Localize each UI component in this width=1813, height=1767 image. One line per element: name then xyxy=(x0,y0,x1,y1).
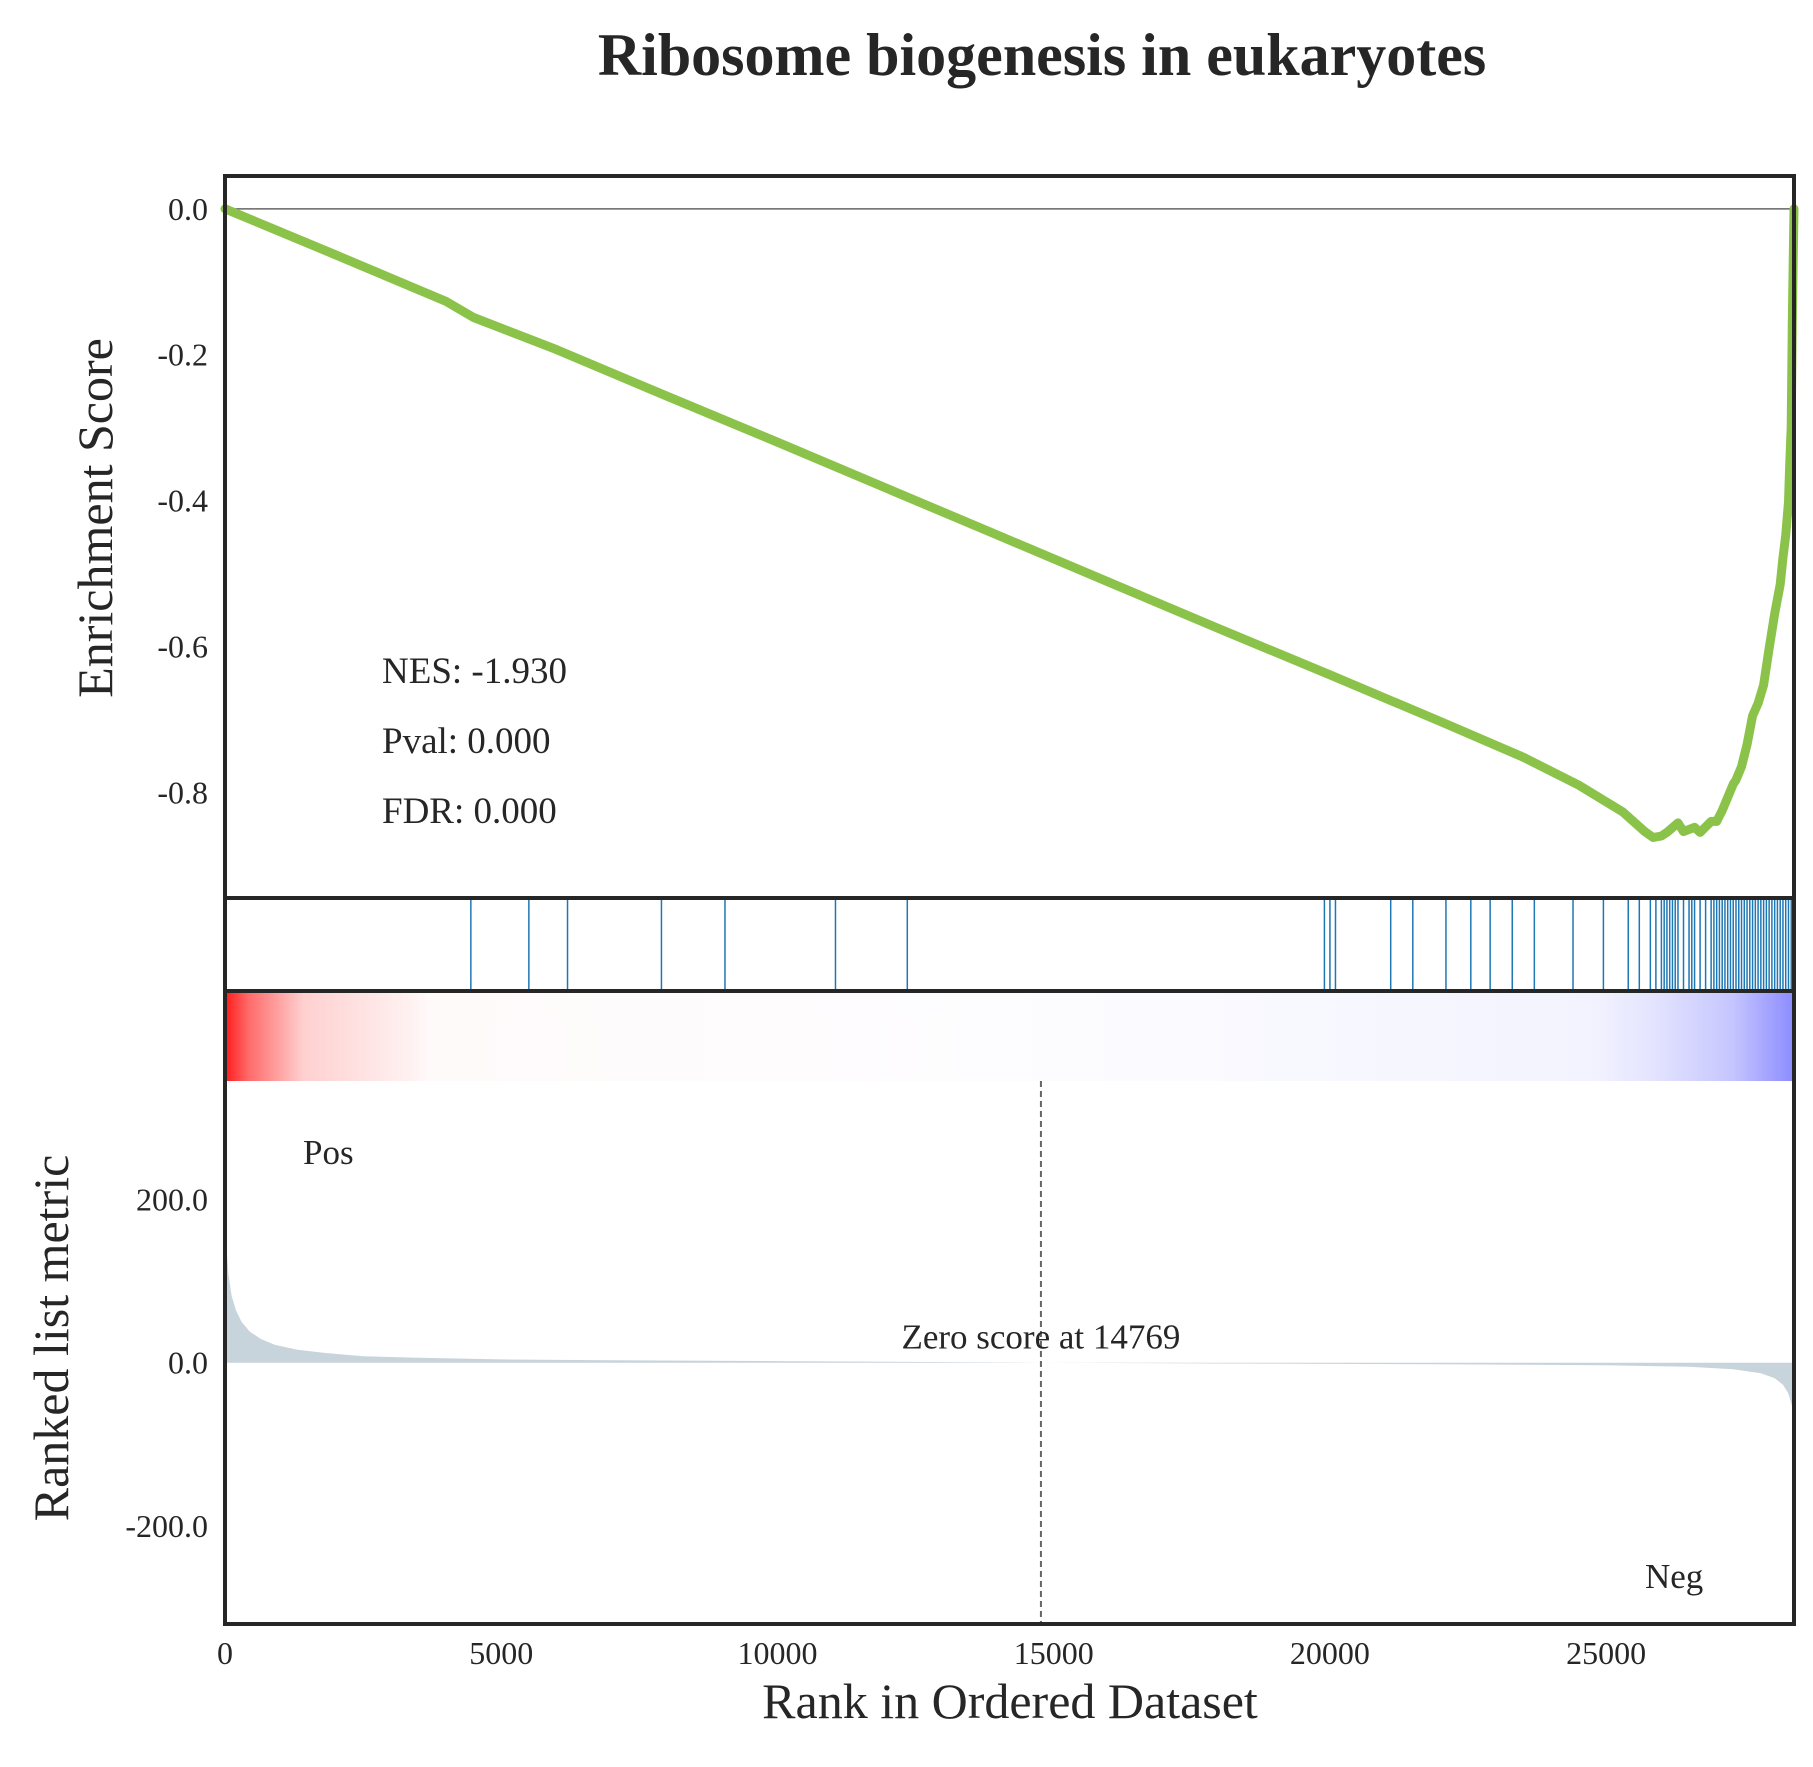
x-tick-label: 10000 xyxy=(737,1635,817,1671)
metric-y-axis-title: Ranked list metric xyxy=(23,1155,79,1522)
es-y-tick-label: -0.6 xyxy=(157,628,208,664)
pval-label: Pval: 0.000 xyxy=(382,721,551,762)
rank-heatmap-band xyxy=(225,991,1794,1081)
metric-panel-frame xyxy=(223,989,1796,1626)
x-tick-label: 15000 xyxy=(1014,1635,1094,1671)
pos-label: Pos xyxy=(303,1133,354,1172)
metric-y-ticks: 200.0 0.0 -200.0 xyxy=(125,1181,208,1544)
es-y-tick-label: -0.2 xyxy=(157,337,208,373)
zero-score-label: Zero score at 14769 xyxy=(901,1318,1180,1357)
fdr-label: FDR: 0.000 xyxy=(382,791,557,832)
es-y-tick-label: -0.4 xyxy=(157,483,208,519)
metric-y-tick-label: -200.0 xyxy=(125,1508,208,1544)
es-curve xyxy=(220,204,1799,842)
es-y-ticks: 0.0 -0.2 -0.4 -0.6 -0.8 xyxy=(157,191,208,810)
es-y-tick-label: 0.0 xyxy=(168,191,208,227)
es-y-axis-title: Enrichment Score xyxy=(67,338,123,698)
metric-panel: Zero score at 14769 Pos Neg 200.0 0.0 -200… xyxy=(23,1081,1794,1624)
x-axis-title: Rank in Ordered Dataset xyxy=(762,1673,1258,1729)
chart-title: Ribosome biogenesis in eukaryotes xyxy=(598,22,1486,88)
x-tick-label: 5000 xyxy=(469,1635,533,1671)
x-tick-label: 0 xyxy=(217,1635,233,1671)
metric-y-tick-label: 200.0 xyxy=(136,1181,208,1217)
x-tick-label: 20000 xyxy=(1290,1635,1370,1671)
metric-area xyxy=(225,1187,1794,1420)
hit-markers xyxy=(470,898,1792,991)
hits-panel-frame xyxy=(223,896,1796,993)
es-y-tick-label: -0.8 xyxy=(157,774,208,810)
x-ticks: 0 5000 10000 15000 20000 25000 xyxy=(217,1635,1646,1671)
nes-label: NES: -1.930 xyxy=(382,651,567,692)
metric-y-tick-label: 0.0 xyxy=(168,1345,208,1381)
enrichment-panel: 0.0 -0.2 -0.4 -0.6 -0.8 NES: -1.930 Pval: 0.… xyxy=(67,191,1799,842)
neg-label: Neg xyxy=(1645,1557,1703,1596)
x-tick-label: 25000 xyxy=(1566,1635,1646,1671)
